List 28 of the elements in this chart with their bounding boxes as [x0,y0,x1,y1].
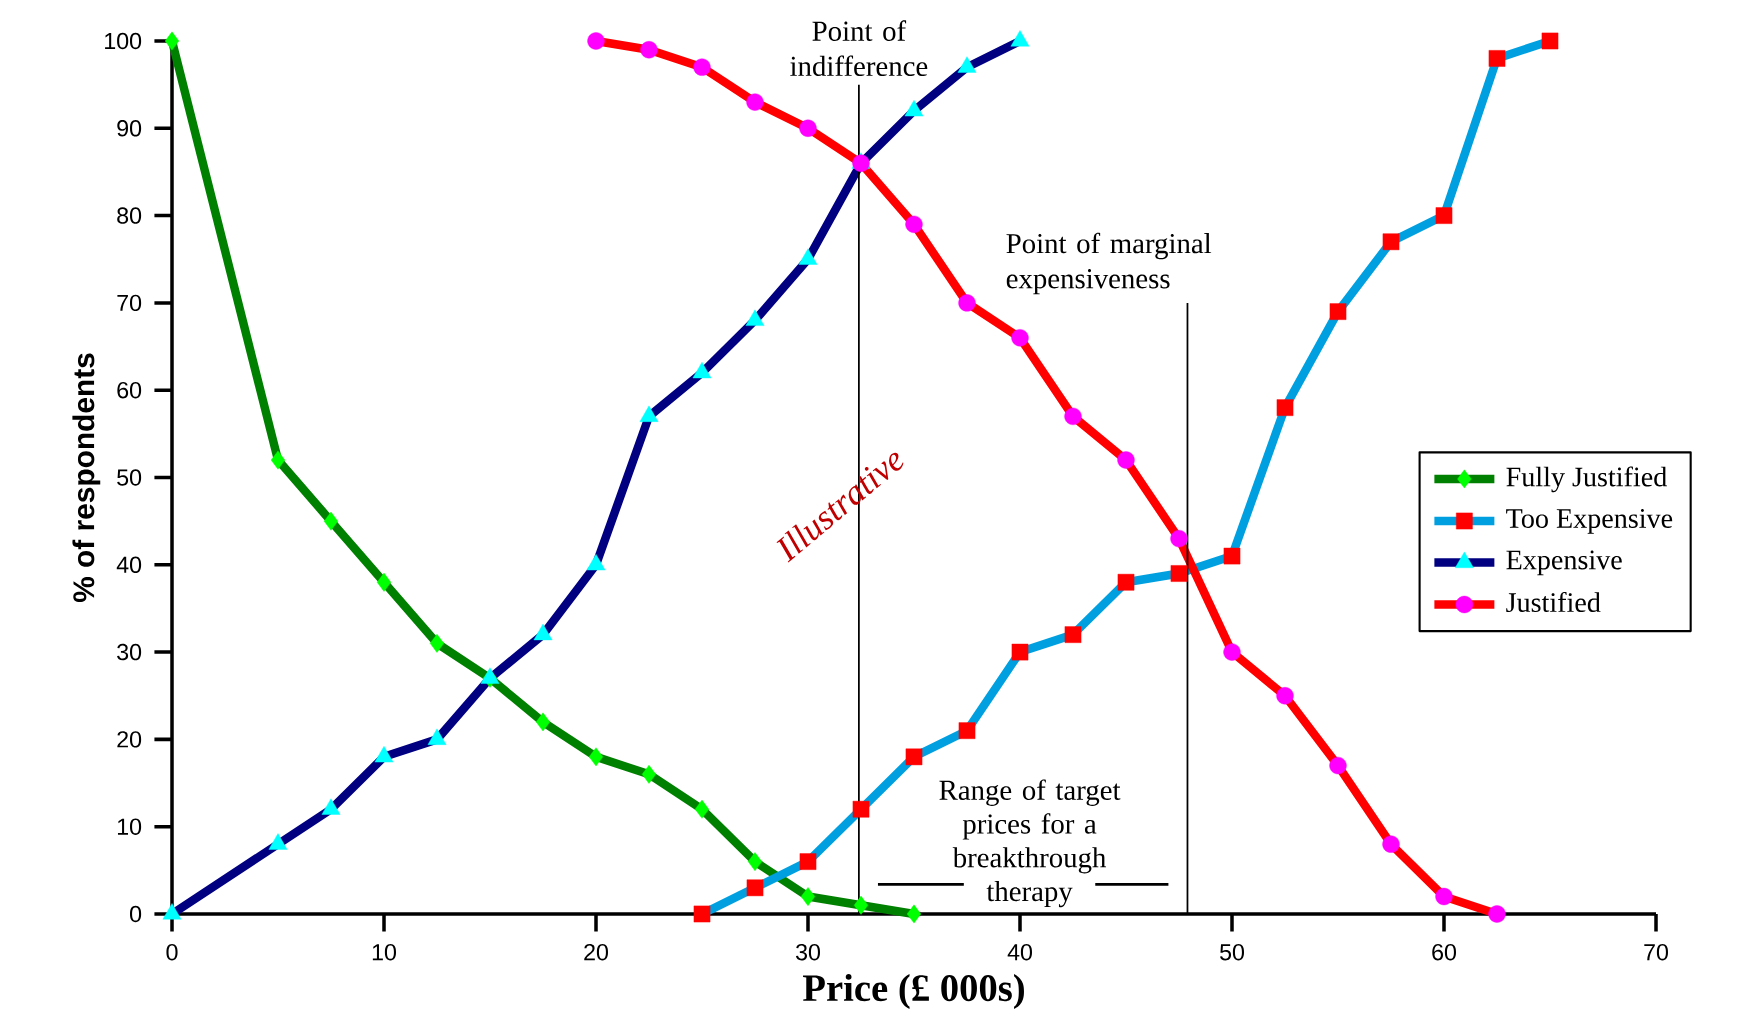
x-tick-label: 60 [1432,943,1457,961]
legend-label: Expensive [1506,550,1622,576]
y-tick-label: 30 [117,643,142,661]
y-tick-label: 20 [117,731,142,748]
x-tick-label: 70 [1644,943,1669,961]
x-axis-title: Price (£ 000s) [803,974,1024,1010]
annotation: Range of target prices for a breakthrough therapy [939,779,1121,908]
y-tick-label: 70 [117,294,142,312]
y-tick-label: 10 [117,818,142,835]
ref-line-label: Point of marginal expensiveness [1006,232,1212,295]
x-tick-label: 20 [584,943,609,961]
y-tick-label: 90 [117,120,142,137]
y-tick-label: 100 [105,32,142,50]
y-tick-label: 0 [130,905,142,923]
y-tick-label: 60 [117,381,142,399]
legend-label: Justified [1506,591,1601,613]
x-tick-label: 10 [372,943,397,961]
y-tick-label: 50 [117,469,142,486]
y-tick-label: 80 [117,207,142,224]
x-tick-label: 40 [1007,943,1033,961]
legend-label: Fully Justified [1506,466,1667,493]
y-axis-title: % of respondents [72,353,101,603]
x-tick-label: 50 [1220,943,1245,961]
ref-line-label: Point of indifference [790,20,928,77]
x-tick-label: 30 [795,943,821,961]
y-tick-label: 40 [116,556,142,573]
x-tick-label: 0 [166,943,178,961]
legend-label: Too Expensive [1506,509,1673,534]
